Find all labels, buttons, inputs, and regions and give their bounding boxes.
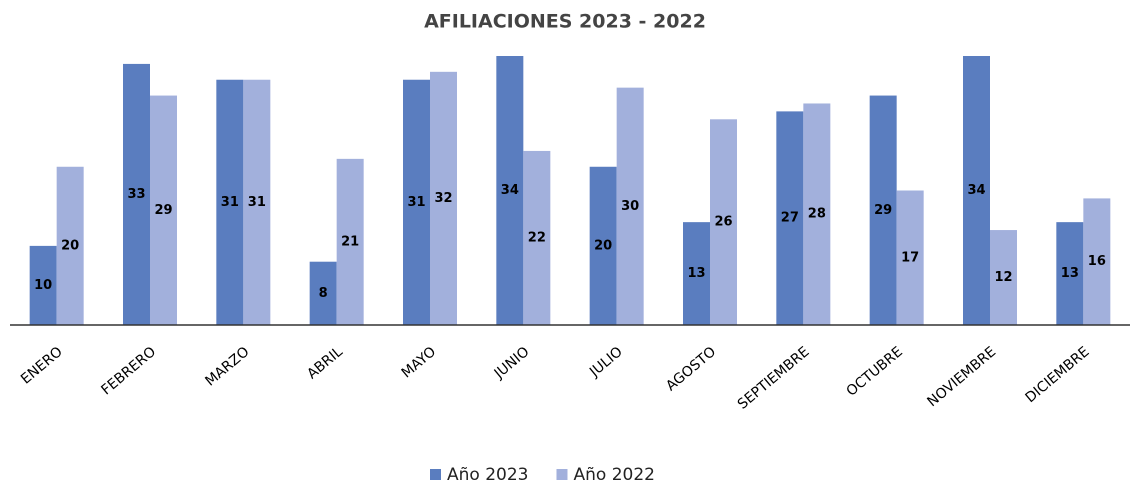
bar [776, 111, 804, 325]
bar [523, 150, 551, 325]
data-label: 29 [874, 203, 892, 218]
data-label: 20 [594, 238, 612, 253]
x-tick-label: MARZO [202, 344, 252, 390]
bar [963, 56, 990, 325]
data-label: 17 [901, 250, 919, 265]
bar [710, 119, 737, 325]
legend-swatch [556, 469, 568, 480]
data-label: 8 [319, 286, 328, 301]
data-label: 20 [61, 238, 79, 253]
bar [496, 56, 524, 325]
bar [150, 95, 177, 325]
data-label: 27 [781, 211, 799, 226]
data-label: 34 [967, 183, 985, 198]
x-tick-label: JULIO [586, 344, 626, 381]
bar [616, 87, 644, 325]
bar [56, 166, 84, 325]
x-tick-label: ABRIL [304, 344, 346, 383]
bar [683, 222, 710, 325]
bar [309, 261, 337, 325]
bar [1083, 198, 1111, 325]
x-tick-label: JUNIO [491, 344, 533, 383]
data-label: 31 [248, 195, 266, 210]
data-label: 26 [714, 215, 732, 230]
chart-title: AFILIACIONES 2023 - 2022 [424, 11, 706, 33]
bar [243, 79, 271, 325]
x-tick-label: NOVIEMBRE [924, 344, 999, 410]
bar [869, 95, 897, 325]
bar [896, 190, 924, 325]
bar [990, 230, 1017, 325]
x-tick-label: FEBRERO [98, 344, 159, 399]
bar [216, 79, 244, 325]
legend-label: Año 2022 [573, 465, 654, 485]
data-label: 31 [407, 195, 425, 210]
x-tick-label: OCTUBRE [844, 344, 906, 400]
data-label: 12 [994, 270, 1012, 285]
data-label: 10 [34, 278, 52, 293]
data-label: 16 [1088, 254, 1106, 269]
data-label: 13 [1061, 266, 1079, 281]
bar [336, 158, 364, 325]
x-tick-label: MAYO [399, 344, 439, 382]
bar [29, 245, 57, 325]
data-label: 34 [501, 183, 519, 198]
data-label: 33 [127, 187, 145, 202]
data-label: 31 [221, 195, 239, 210]
bar [1056, 222, 1084, 325]
data-label: 29 [154, 203, 172, 218]
bar [803, 103, 831, 326]
data-label: 22 [528, 230, 546, 245]
x-tick-label: SEPTIEMBRE [735, 344, 813, 413]
legend-label: Año 2023 [447, 465, 528, 485]
data-label: 13 [687, 266, 705, 281]
x-tick-label: DICIEMBRE [1022, 344, 1092, 406]
data-label: 28 [808, 207, 826, 222]
legend-swatch [430, 469, 441, 480]
bar [123, 63, 150, 325]
bar [403, 79, 430, 325]
data-label: 21 [341, 234, 359, 249]
x-tick-label: ENERO [18, 344, 66, 388]
bar [589, 166, 617, 325]
data-label: 30 [621, 199, 639, 214]
data-label: 32 [434, 191, 452, 206]
bar [430, 71, 457, 325]
x-tick-label: AGOSTO [663, 344, 719, 395]
